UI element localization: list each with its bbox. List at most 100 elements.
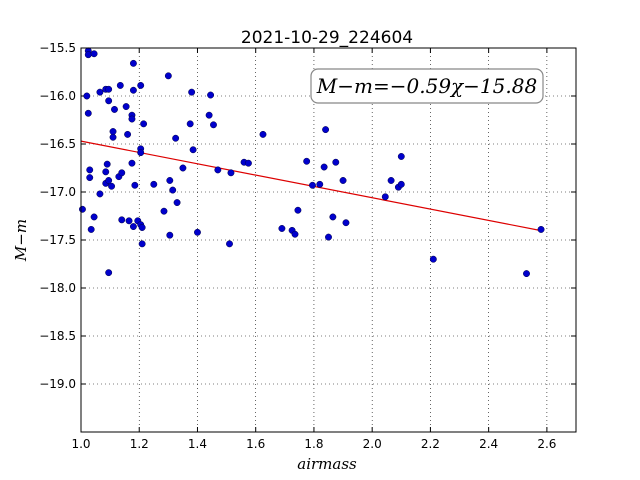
data-point xyxy=(128,115,136,123)
data-point xyxy=(381,193,389,201)
x-tick-label: 2.2 xyxy=(421,437,440,451)
y-tick-label: −17.0 xyxy=(39,185,76,199)
data-point xyxy=(103,160,111,168)
x-tick-label: 1.0 xyxy=(71,437,90,451)
data-point xyxy=(128,159,136,167)
data-point xyxy=(108,182,116,190)
y-tick-label: −19.0 xyxy=(39,377,76,391)
data-point xyxy=(140,120,148,128)
data-point xyxy=(189,146,197,154)
data-point xyxy=(186,120,194,128)
data-point xyxy=(84,51,92,59)
data-point xyxy=(137,81,145,89)
data-point xyxy=(150,180,158,188)
data-point xyxy=(160,207,168,215)
y-tick-label: −16.5 xyxy=(39,137,76,151)
data-point xyxy=(166,177,174,184)
data-point xyxy=(137,149,145,157)
chart-title: 2021-10-29_224604 xyxy=(241,28,413,48)
data-point xyxy=(316,180,324,188)
data-point xyxy=(118,169,126,177)
x-axis-label: airmass xyxy=(297,455,357,473)
data-point xyxy=(102,168,110,176)
y-tick-label: −18.0 xyxy=(39,281,76,295)
data-point xyxy=(129,223,137,231)
x-tick-label: 1.4 xyxy=(188,437,207,451)
data-point xyxy=(87,225,95,233)
data-point xyxy=(226,240,233,248)
data-point xyxy=(111,105,118,113)
data-point xyxy=(387,177,395,184)
y-tick-label: −17.5 xyxy=(39,233,76,247)
data-point xyxy=(278,225,286,232)
y-tick-label: −18.5 xyxy=(39,329,76,343)
data-point xyxy=(83,92,91,100)
data-point xyxy=(129,59,137,67)
data-point xyxy=(90,213,98,221)
data-point xyxy=(129,86,137,94)
data-point xyxy=(109,128,117,135)
data-point xyxy=(429,255,437,263)
data-point xyxy=(342,219,350,227)
fit-equation-annotation: M−m=−0.59χ−15.88 xyxy=(316,74,537,98)
y-axis-label: M−m xyxy=(12,219,30,262)
data-point xyxy=(105,97,113,105)
data-point xyxy=(86,174,94,182)
data-point xyxy=(138,240,146,248)
x-tick-label: 1.2 xyxy=(130,437,149,451)
data-point xyxy=(320,163,328,171)
x-tick-label: 2.4 xyxy=(479,437,498,451)
data-point xyxy=(131,181,139,189)
data-point xyxy=(118,216,126,224)
data-point xyxy=(96,190,104,198)
annotation-box xyxy=(310,68,544,104)
data-point xyxy=(294,206,302,214)
x-tick-label: 1.6 xyxy=(246,437,265,451)
data-point xyxy=(329,213,337,221)
data-point xyxy=(325,233,332,241)
data-point xyxy=(166,231,174,239)
data-point xyxy=(210,121,217,129)
data-point xyxy=(172,134,180,142)
data-point xyxy=(109,133,117,141)
data-point xyxy=(205,111,213,119)
x-tick-label: 2.0 xyxy=(363,437,382,451)
data-point xyxy=(322,126,330,134)
data-point xyxy=(173,199,181,207)
data-point xyxy=(259,130,267,138)
data-point xyxy=(79,205,86,213)
data-point xyxy=(116,81,124,89)
data-point xyxy=(244,159,252,167)
data-point xyxy=(90,50,98,58)
data-point xyxy=(124,130,132,138)
data-point xyxy=(309,181,316,189)
data-point xyxy=(105,269,113,277)
y-tick-label: −15.5 xyxy=(39,41,76,55)
data-point xyxy=(138,224,146,231)
data-point xyxy=(207,91,215,99)
data-point xyxy=(105,177,113,184)
x-tick-label: 1.8 xyxy=(304,437,323,451)
data-point xyxy=(214,166,222,174)
x-tick-label: 2.6 xyxy=(537,437,556,451)
data-point xyxy=(86,166,94,174)
data-point xyxy=(96,88,104,96)
data-point xyxy=(227,169,235,177)
data-point xyxy=(164,72,172,80)
data-point xyxy=(122,103,130,111)
plot-frame xyxy=(80,47,577,433)
data-point xyxy=(397,180,405,188)
data-point xyxy=(194,228,201,236)
data-point xyxy=(339,177,347,184)
data-point xyxy=(169,186,177,194)
data-point xyxy=(179,164,187,172)
plot-area: 1.0 1.2 1.4 1.6 1.8 2.0 2.2 2.4 2.6 −15.5 −16.0 −16… xyxy=(39,41,577,451)
data-point xyxy=(523,270,530,278)
data-point xyxy=(105,85,113,93)
data-point xyxy=(84,109,92,117)
data-point xyxy=(397,153,405,160)
data-point xyxy=(291,230,299,238)
data-point xyxy=(537,225,545,233)
y-tick-label: −16.0 xyxy=(39,89,76,103)
